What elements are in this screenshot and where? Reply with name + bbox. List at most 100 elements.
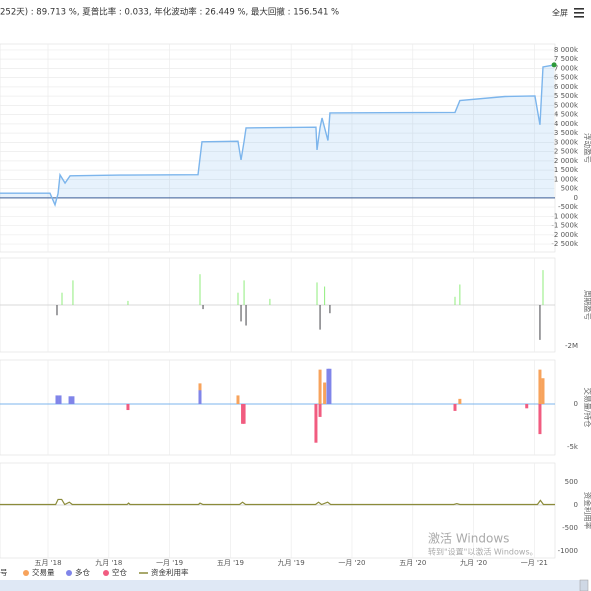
fullscreen-button[interactable]: 全屏: [552, 8, 568, 18]
y-axis-title: 周期盈亏: [583, 290, 591, 320]
y-tick-label: 5 000k: [554, 101, 579, 109]
bar: [329, 305, 331, 314]
panel-frame: [0, 462, 556, 559]
x-tick-label: 五月 '18: [34, 559, 61, 567]
bar: [127, 300, 129, 305]
bar: [318, 369, 322, 405]
stats-line: 252天) : 89.713 %, 夏普比率 : 0.033, 年化波动率 : …: [0, 7, 339, 18]
x-tick-label: 九月 '20: [460, 558, 487, 567]
bar: [241, 404, 245, 424]
panel-frame: [0, 43, 556, 253]
bar: [245, 305, 247, 326]
bar: [453, 404, 457, 411]
legend-label: 资金利用率: [151, 567, 189, 577]
bar: [72, 280, 74, 305]
y-tick-label: -2 500k: [551, 240, 579, 248]
y-axis-title: 交易量/持仓: [583, 387, 591, 428]
menu-bar: [574, 12, 584, 14]
bar: [55, 395, 59, 405]
bar: [199, 274, 201, 305]
y-tick-label: 0: [574, 400, 578, 408]
menu-icon[interactable]: [574, 8, 584, 18]
y-tick-label: 500k: [561, 185, 579, 193]
last-point: [551, 62, 557, 68]
y-axis-title: 浮动盈亏: [583, 133, 591, 163]
y-tick-label: 0: [574, 194, 578, 202]
y-tick-label: 1 000k: [554, 175, 579, 183]
legend-marker: [103, 570, 109, 576]
y-tick-label: 500: [565, 478, 578, 486]
navigator[interactable]: [0, 580, 580, 591]
y-tick-label: -1 500k: [551, 222, 579, 230]
x-tick-label: 九月 '18: [95, 558, 122, 567]
bar: [316, 282, 318, 305]
x-tick-label: 一月 '20: [338, 559, 365, 567]
bar: [240, 305, 242, 322]
navigator-handle[interactable]: [579, 579, 589, 591]
bar: [236, 395, 240, 405]
bar: [71, 396, 75, 405]
legend-marker: [23, 570, 29, 576]
x-tick-label: 一月 '21: [521, 559, 548, 567]
y-tick-label: 6 000k: [554, 83, 579, 91]
bar: [454, 296, 456, 305]
y-tick-label: -5k: [567, 443, 579, 451]
bar: [328, 368, 332, 405]
bar: [541, 378, 545, 405]
bar: [56, 305, 58, 316]
bar: [538, 404, 542, 435]
bar: [326, 368, 330, 405]
equity-line: [0, 64, 555, 207]
x-tick-label: 五月 '20: [399, 559, 426, 567]
y-tick-label: 4 500k: [554, 111, 579, 119]
bar: [269, 298, 271, 305]
menu-bar: [574, 16, 584, 18]
bar: [237, 292, 239, 305]
bar: [58, 395, 62, 405]
x-tick-label: 一月 '19: [156, 559, 183, 567]
y-tick-label: 3 500k: [554, 129, 579, 137]
legend-marker: [66, 570, 72, 576]
y-tick-label: -500: [562, 524, 578, 532]
y-tick-label: -2 000k: [551, 231, 579, 239]
panel-frame: [0, 359, 556, 456]
y-tick-label: 4 000k: [554, 120, 579, 128]
legend-label: 空仓: [112, 567, 127, 577]
bar: [542, 270, 544, 305]
bar: [539, 305, 541, 340]
bar: [243, 280, 245, 305]
y-tick-label: 8 000k: [554, 46, 579, 54]
menu-bar: [574, 8, 584, 10]
y-tick-label: 0: [574, 501, 578, 509]
legend-label: 多仓: [75, 567, 90, 577]
bar: [318, 404, 322, 417]
bar: [126, 404, 130, 411]
bar: [324, 286, 326, 305]
y-tick-label: 3 000k: [554, 138, 579, 146]
bar: [242, 404, 246, 424]
bar: [61, 292, 63, 305]
y-tick-label: 7 500k: [554, 55, 579, 63]
legend-label: 号: [0, 568, 8, 577]
bar: [458, 398, 462, 405]
watermark-hint: 转到"设置"以激活 Windows。: [428, 547, 538, 557]
y-tick-label: -1000: [558, 547, 578, 555]
bar: [323, 382, 327, 405]
y-tick-label: 2 000k: [554, 157, 579, 165]
y-tick-label: 5 500k: [554, 92, 579, 100]
bar: [319, 305, 321, 330]
area-fill: [0, 64, 555, 205]
y-axis-title: 资金利用率: [583, 492, 591, 530]
watermark-title: 激活 Windows: [428, 532, 509, 546]
bar: [314, 404, 318, 443]
legend-label: 交易量: [32, 567, 55, 577]
bar: [459, 284, 461, 305]
bar: [538, 369, 542, 405]
x-tick-label: 九月 '19: [278, 558, 305, 567]
bar: [525, 404, 529, 409]
line: [0, 498, 555, 506]
y-tick-label: 1 500k: [554, 166, 579, 174]
y-tick-label: -1 000k: [551, 212, 579, 220]
bar: [198, 390, 202, 405]
